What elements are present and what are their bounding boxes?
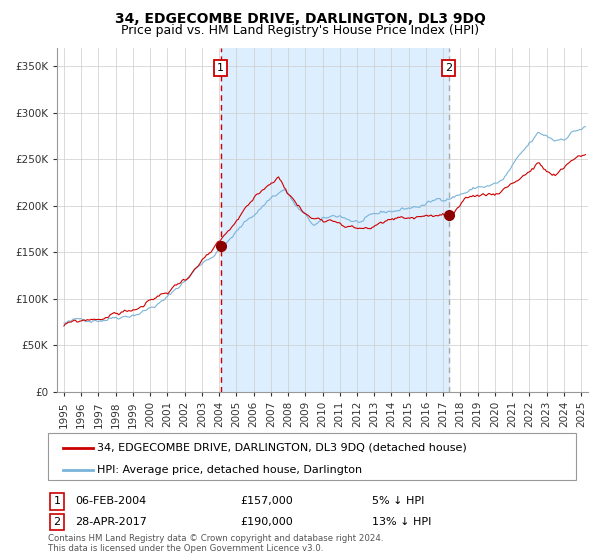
Text: 2: 2 [53,517,61,527]
Text: 5% ↓ HPI: 5% ↓ HPI [372,496,424,506]
Text: 34, EDGECOMBE DRIVE, DARLINGTON, DL3 9DQ (detached house): 34, EDGECOMBE DRIVE, DARLINGTON, DL3 9DQ… [97,443,467,453]
Text: 06-FEB-2004: 06-FEB-2004 [75,496,146,506]
Text: 2: 2 [445,63,452,73]
Text: 13% ↓ HPI: 13% ↓ HPI [372,517,431,527]
Text: 1: 1 [217,63,224,73]
Text: Price paid vs. HM Land Registry's House Price Index (HPI): Price paid vs. HM Land Registry's House … [121,24,479,36]
Bar [221,48,449,392]
Text: £190,000: £190,000 [240,517,293,527]
Text: 34, EDGECOMBE DRIVE, DARLINGTON, DL3 9DQ: 34, EDGECOMBE DRIVE, DARLINGTON, DL3 9DQ [115,12,485,26]
Text: HPI: Average price, detached house, Darlington: HPI: Average price, detached house, Darl… [97,465,362,475]
Text: £157,000: £157,000 [240,496,293,506]
Text: 1: 1 [53,496,61,506]
Text: 28-APR-2017: 28-APR-2017 [75,517,147,527]
Text: Contains HM Land Registry data © Crown copyright and database right 2024.
This d: Contains HM Land Registry data © Crown c… [48,534,383,553]
